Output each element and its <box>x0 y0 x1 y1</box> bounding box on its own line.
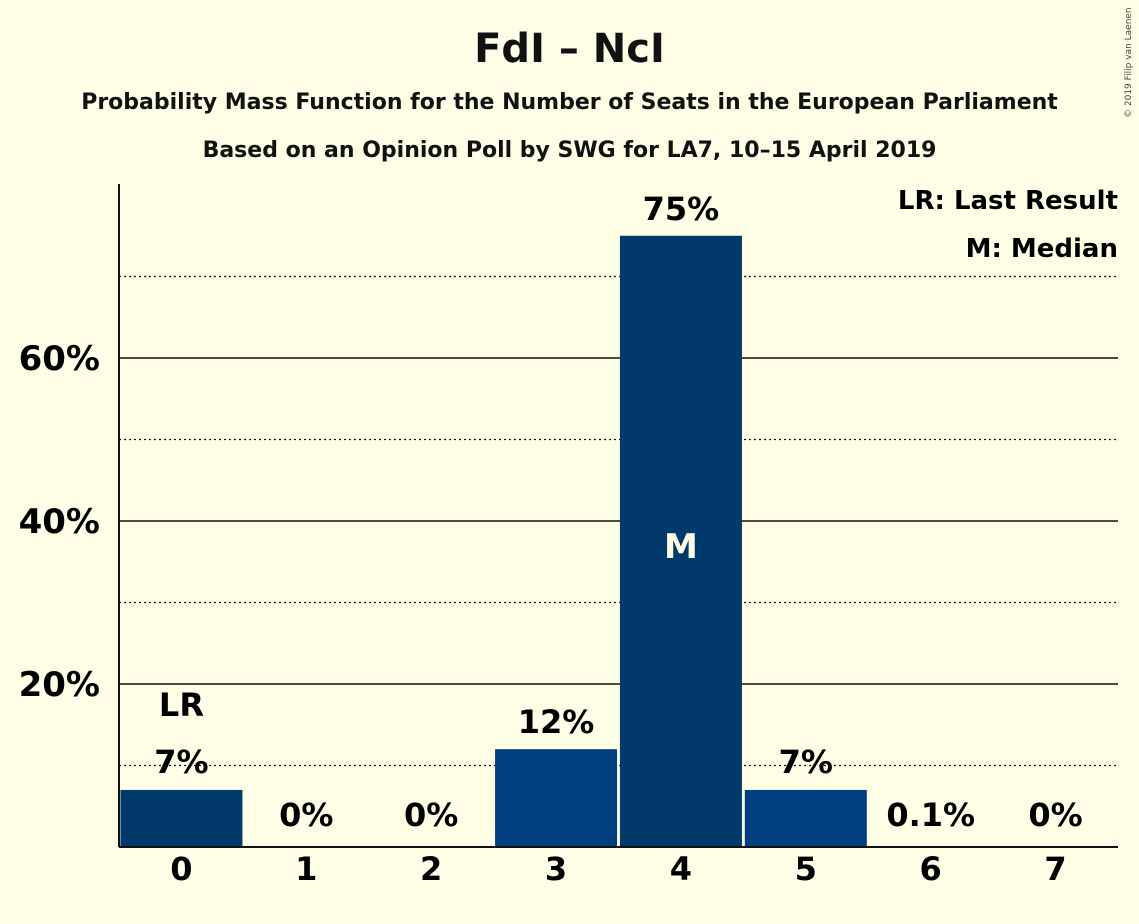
x-tick-label: 6 <box>920 850 942 888</box>
bar-5 <box>744 789 867 847</box>
data-label: 0% <box>1028 796 1082 834</box>
x-tick-label: 3 <box>545 850 567 888</box>
legend-last-result: LR: Last Result <box>898 186 1118 216</box>
x-tick-label: 1 <box>295 850 317 888</box>
y-tick-label: 60% <box>19 339 100 379</box>
data-label: 12% <box>518 703 595 741</box>
last-result-marker: LR <box>159 686 204 724</box>
x-tick-label: 2 <box>420 850 442 888</box>
bar-0 <box>120 789 243 847</box>
chart-title: FdI – NcI <box>474 26 665 72</box>
data-label: 7% <box>779 743 833 781</box>
x-tick-label: 4 <box>670 850 692 888</box>
x-tick-label: 5 <box>795 850 817 888</box>
data-label: 75% <box>643 190 720 228</box>
chart-subtitle-poll: Based on an Opinion Poll by SWG for LA7,… <box>202 138 937 163</box>
data-label: 7% <box>154 743 208 781</box>
x-tick-label: 0 <box>170 850 192 888</box>
data-label: 0.1% <box>886 796 975 834</box>
y-tick-label: 40% <box>19 502 100 542</box>
legend-median: M: Median <box>966 234 1118 264</box>
data-label: 0% <box>404 796 458 834</box>
median-marker: M <box>664 527 698 567</box>
bar-4 <box>619 235 742 847</box>
data-label: 0% <box>279 796 333 834</box>
y-tick-label: 20% <box>19 665 100 705</box>
x-tick-label: 7 <box>1044 850 1066 888</box>
bar-3 <box>495 749 618 847</box>
chart-subtitle: Probability Mass Function for the Number… <box>81 90 1058 115</box>
